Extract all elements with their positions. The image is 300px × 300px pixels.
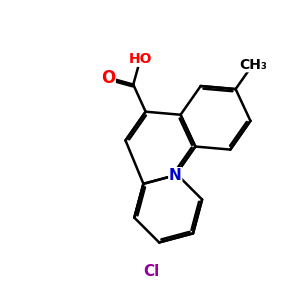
Text: N: N [169,168,182,183]
Text: O: O [101,68,115,86]
Text: Cl: Cl [143,264,160,279]
Text: HO: HO [129,52,152,66]
Text: CH₃: CH₃ [239,58,267,72]
